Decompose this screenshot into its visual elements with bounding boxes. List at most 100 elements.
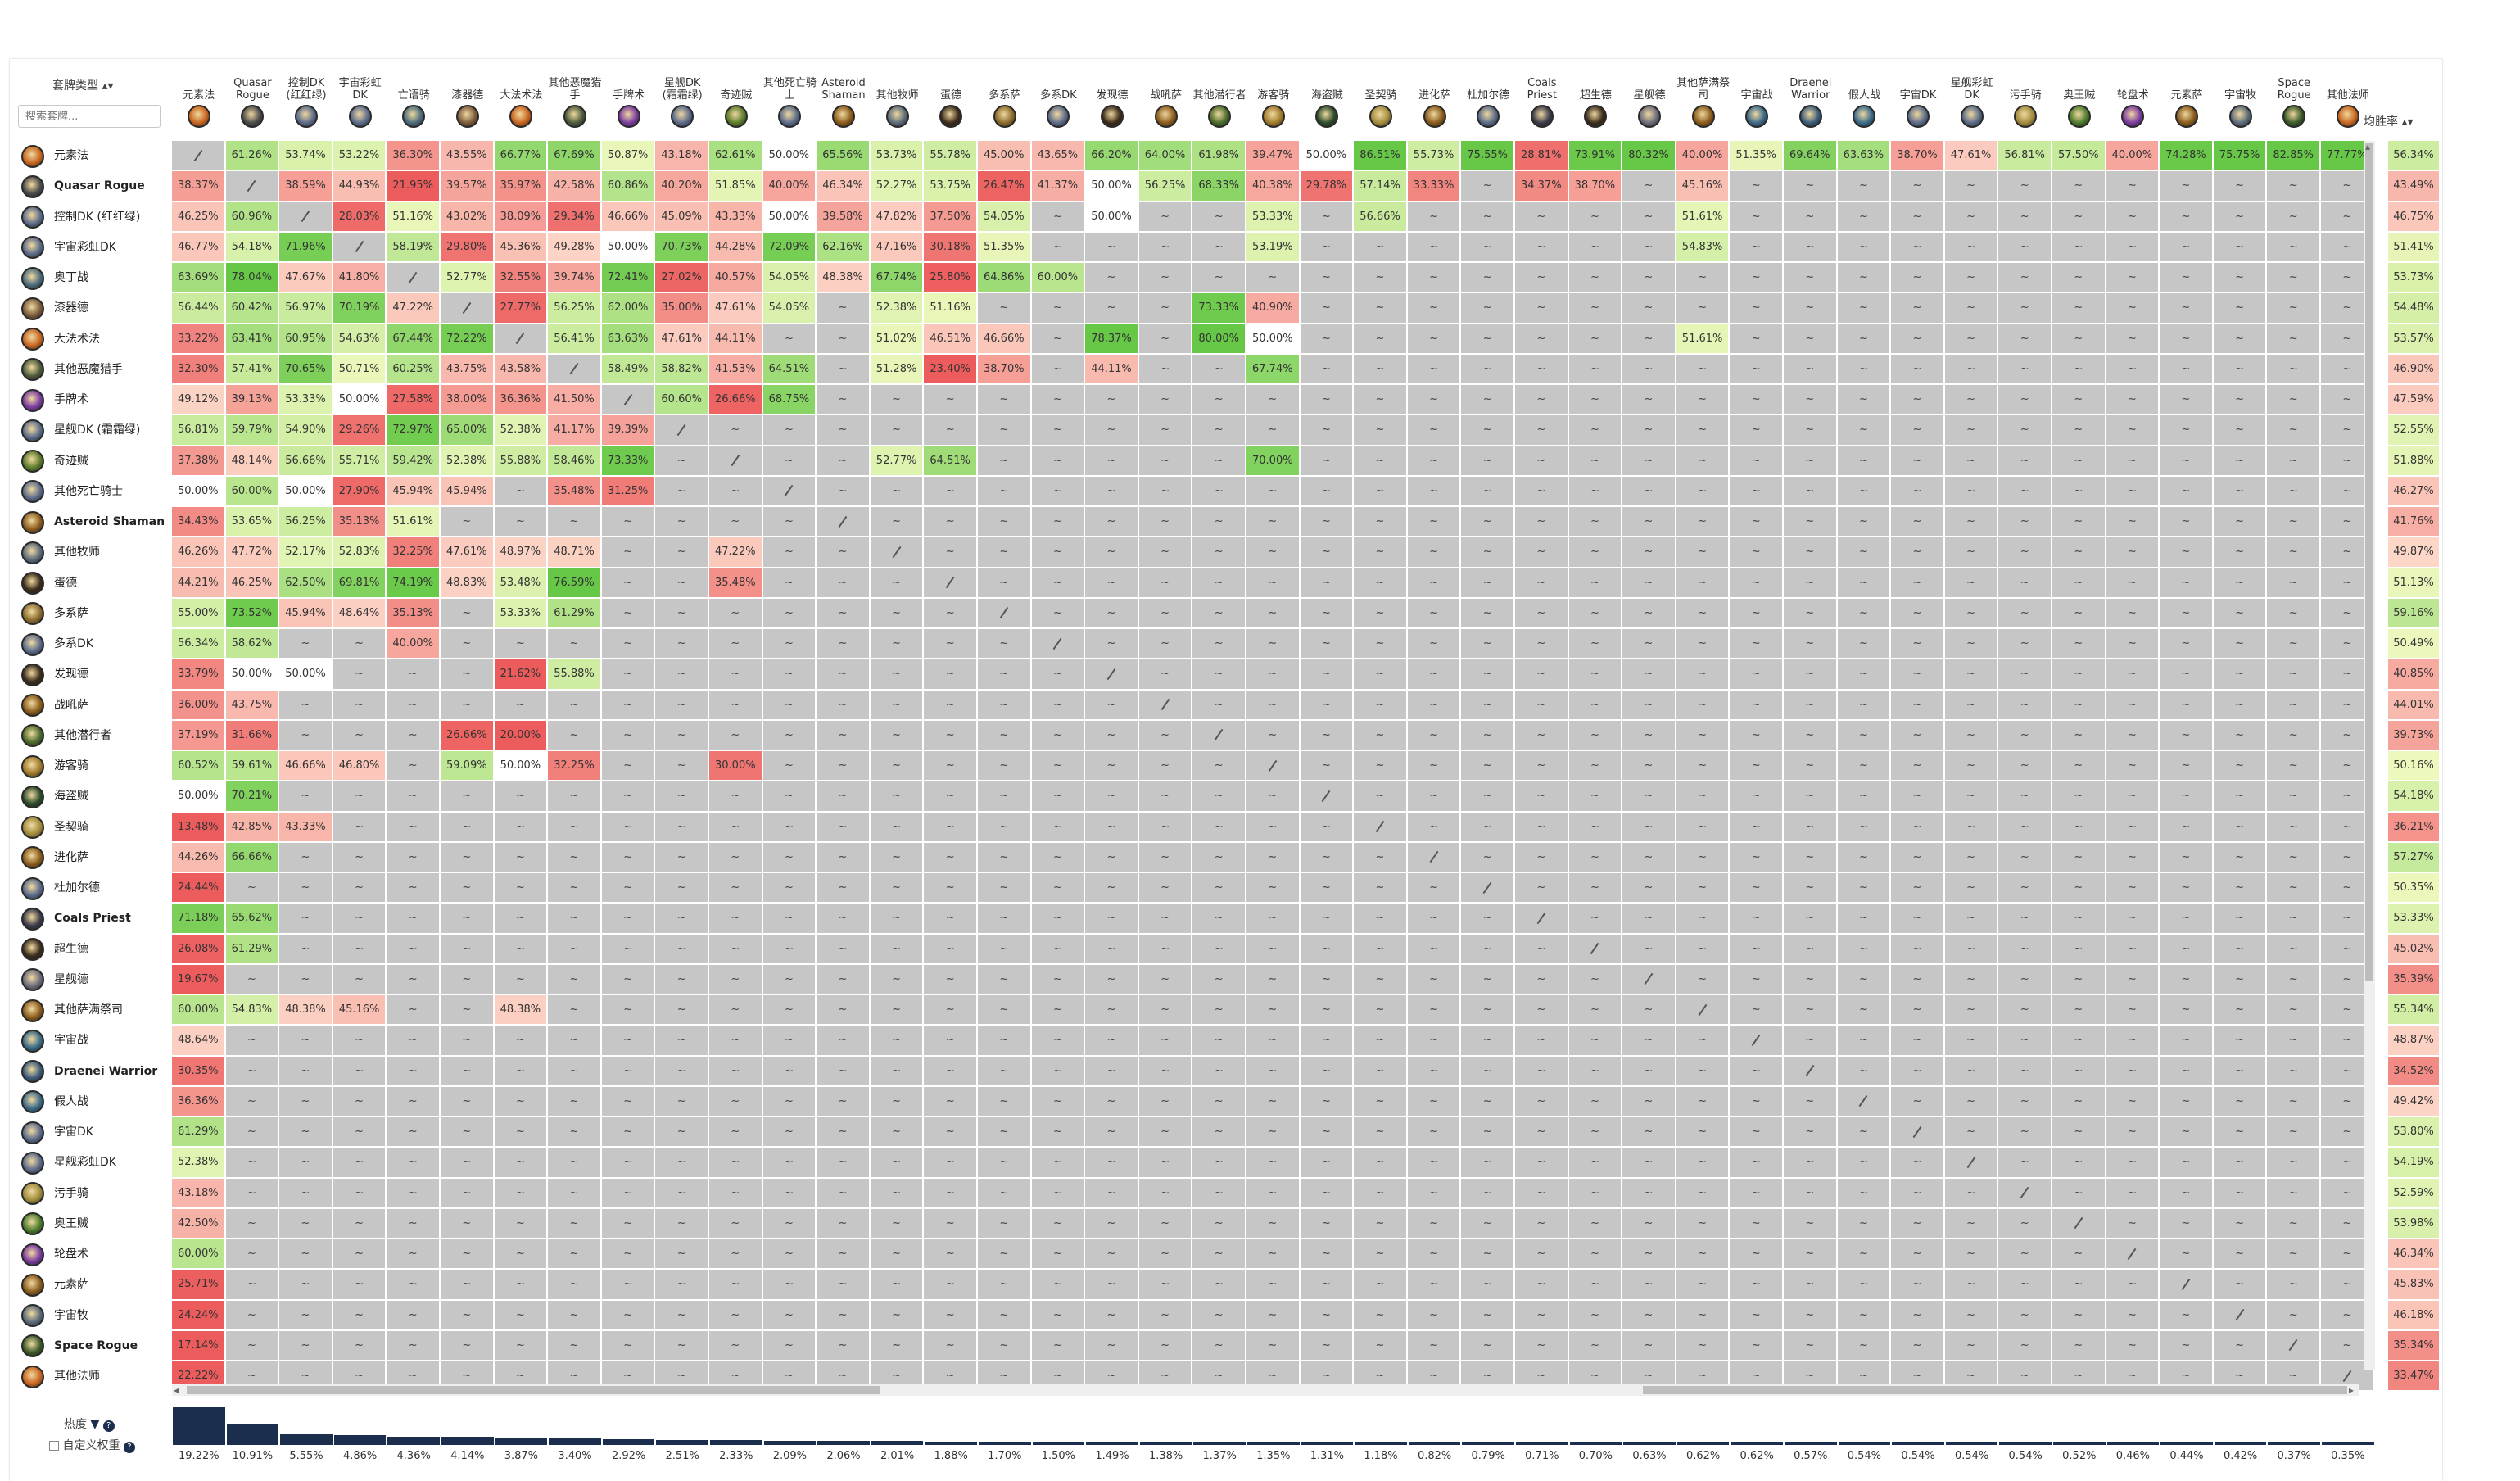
matchup-cell[interactable]: 41.80% [333,263,387,294]
no-data-cell[interactable]: ~ [978,1330,1032,1361]
no-data-cell[interactable]: ~ [2213,293,2268,324]
no-data-cell[interactable]: ~ [2160,263,2214,294]
matchup-cell[interactable]: 39.47% [1246,141,1301,172]
mirror-cell[interactable] [1622,964,1676,995]
mirror-cell[interactable] [1515,904,1569,935]
no-data-cell[interactable]: ~ [1568,507,1623,538]
no-data-cell[interactable]: ~ [2160,904,2214,935]
no-data-cell[interactable]: ~ [2213,568,2268,599]
no-data-cell[interactable]: ~ [817,1148,871,1179]
no-data-cell[interactable]: ~ [1730,537,1784,568]
no-data-cell[interactable]: ~ [1138,507,1193,538]
no-data-cell[interactable]: ~ [1085,1086,1139,1117]
no-data-cell[interactable]: ~ [1730,263,1784,294]
no-data-cell[interactable]: ~ [1407,1026,1462,1057]
no-data-cell[interactable]: ~ [1784,507,1838,538]
matchup-cell[interactable]: 75.55% [1461,141,1515,172]
no-data-cell[interactable]: ~ [1407,293,1462,324]
no-data-cell[interactable]: ~ [1246,1178,1301,1209]
no-data-cell[interactable]: ~ [1837,995,1892,1026]
no-data-cell[interactable]: ~ [1515,507,1569,538]
no-data-cell[interactable]: ~ [279,629,333,660]
no-data-cell[interactable]: ~ [1568,1148,1623,1179]
no-data-cell[interactable]: ~ [1676,507,1731,538]
no-data-cell[interactable]: ~ [709,1148,763,1179]
no-data-cell[interactable]: ~ [1568,1026,1623,1057]
no-data-cell[interactable]: ~ [2267,568,2321,599]
no-data-cell[interactable]: ~ [2267,781,2321,813]
no-data-cell[interactable]: ~ [1784,1208,1838,1239]
no-data-cell[interactable]: ~ [494,507,549,538]
no-data-cell[interactable]: ~ [817,537,871,568]
no-data-cell[interactable]: ~ [1622,1239,1676,1270]
no-data-cell[interactable]: ~ [655,904,709,935]
no-data-cell[interactable]: ~ [1784,629,1838,660]
no-data-cell[interactable]: ~ [1944,812,1999,843]
no-data-cell[interactable]: ~ [548,1148,602,1179]
no-data-cell[interactable]: ~ [333,873,387,904]
no-data-cell[interactable]: ~ [1730,415,1784,446]
no-data-cell[interactable]: ~ [1300,324,1355,355]
matchup-cell[interactable]: 56.81% [172,415,226,446]
no-data-cell[interactable]: ~ [655,537,709,568]
row-deck-name[interactable]: 奥王贼 [54,1216,88,1230]
no-data-cell[interactable]: ~ [1300,415,1355,446]
matchup-cell[interactable]: 45.94% [441,476,495,507]
row-deck-name[interactable]: 其他法师 [54,1370,100,1383]
matchup-cell[interactable]: 73.33% [1192,293,1246,324]
matchup-cell[interactable]: 60.52% [172,751,226,782]
column-header[interactable]: 亡语骑 [387,66,441,102]
no-data-cell[interactable]: ~ [1837,1270,1892,1301]
no-data-cell[interactable]: ~ [1138,904,1193,935]
no-data-cell[interactable]: ~ [1998,1208,2052,1239]
no-data-cell[interactable]: ~ [1085,537,1139,568]
no-data-cell[interactable]: ~ [924,904,978,935]
no-data-cell[interactable]: ~ [870,1330,925,1361]
no-data-cell[interactable]: ~ [1300,1300,1355,1331]
no-data-cell[interactable]: ~ [2106,629,2160,660]
scroll-right-icon[interactable]: ▸ [2349,1384,2355,1396]
matchup-cell[interactable]: 43.02% [441,202,495,233]
no-data-cell[interactable]: ~ [1998,690,2052,721]
no-data-cell[interactable]: ~ [1515,812,1569,843]
no-data-cell[interactable]: ~ [1354,415,1408,446]
no-data-cell[interactable]: ~ [2106,476,2160,507]
matchup-cell[interactable]: 50.00% [333,385,387,416]
no-data-cell[interactable]: ~ [1407,690,1462,721]
no-data-cell[interactable]: ~ [1784,293,1838,324]
no-data-cell[interactable]: ~ [601,1178,656,1209]
row-deck-name[interactable]: 元素法 [54,149,88,162]
no-data-cell[interactable]: ~ [1676,415,1731,446]
no-data-cell[interactable]: ~ [1676,1239,1731,1270]
no-data-cell[interactable]: ~ [1515,537,1569,568]
no-data-cell[interactable]: ~ [279,1086,333,1117]
no-data-cell[interactable]: ~ [924,1239,978,1270]
no-data-cell[interactable]: ~ [1998,720,2052,751]
no-data-cell[interactable]: ~ [333,1300,387,1331]
no-data-cell[interactable]: ~ [1784,751,1838,782]
no-data-cell[interactable]: ~ [1784,1086,1838,1117]
no-data-cell[interactable]: ~ [1784,1148,1838,1179]
no-data-cell[interactable]: ~ [1622,781,1676,813]
column-header[interactable]: 元素法 [172,66,226,102]
no-data-cell[interactable]: ~ [494,1178,549,1209]
matchup-cell[interactable]: 45.16% [333,995,387,1026]
no-data-cell[interactable]: ~ [2267,507,2321,538]
no-data-cell[interactable]: ~ [817,598,871,629]
matchup-cell[interactable]: 21.62% [494,659,549,691]
no-data-cell[interactable]: ~ [2106,415,2160,446]
column-header[interactable]: 手牌术 [602,66,656,102]
no-data-cell[interactable]: ~ [2052,720,2106,751]
no-data-cell[interactable]: ~ [924,629,978,660]
no-data-cell[interactable]: ~ [601,1026,656,1057]
no-data-cell[interactable]: ~ [1138,1270,1193,1301]
matchup-cell[interactable]: 58.62% [225,629,280,660]
no-data-cell[interactable]: ~ [1622,659,1676,691]
no-data-cell[interactable]: ~ [817,1086,871,1117]
no-data-cell[interactable]: ~ [1730,171,1784,202]
matchup-cell[interactable]: 50.00% [172,476,226,507]
no-data-cell[interactable]: ~ [762,995,817,1026]
no-data-cell[interactable]: ~ [2160,1208,2214,1239]
no-data-cell[interactable]: ~ [817,873,871,904]
no-data-cell[interactable]: ~ [1246,629,1301,660]
